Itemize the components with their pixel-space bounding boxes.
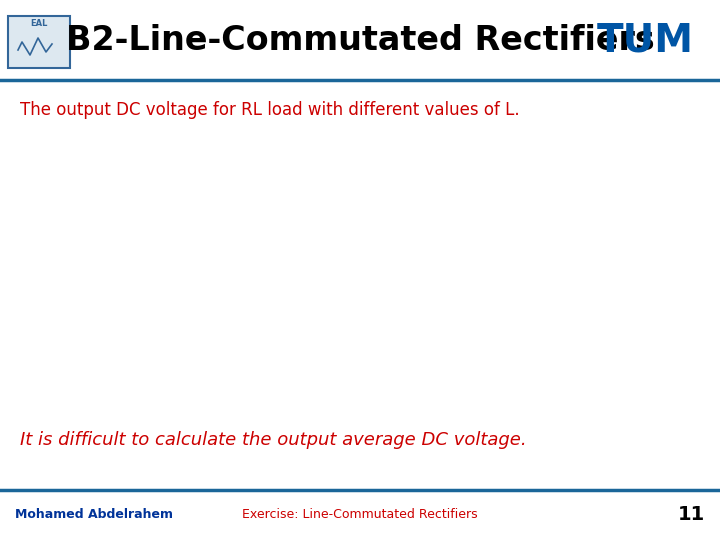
Text: Mohamed Abdelrahem: Mohamed Abdelrahem — [15, 509, 173, 522]
Text: TUM: TUM — [596, 21, 693, 59]
Text: EAL: EAL — [30, 19, 48, 29]
FancyBboxPatch shape — [8, 16, 70, 68]
Text: B2-Line-Commutated Rectifiers: B2-Line-Commutated Rectifiers — [66, 24, 654, 57]
Text: 11: 11 — [678, 505, 705, 524]
Text: Exercise: Line-Commutated Rectifiers: Exercise: Line-Commutated Rectifiers — [242, 509, 478, 522]
Text: The output DC voltage for RL load with different values of L.: The output DC voltage for RL load with d… — [20, 101, 520, 119]
Text: It is difficult to calculate the output average DC voltage.: It is difficult to calculate the output … — [20, 431, 526, 449]
